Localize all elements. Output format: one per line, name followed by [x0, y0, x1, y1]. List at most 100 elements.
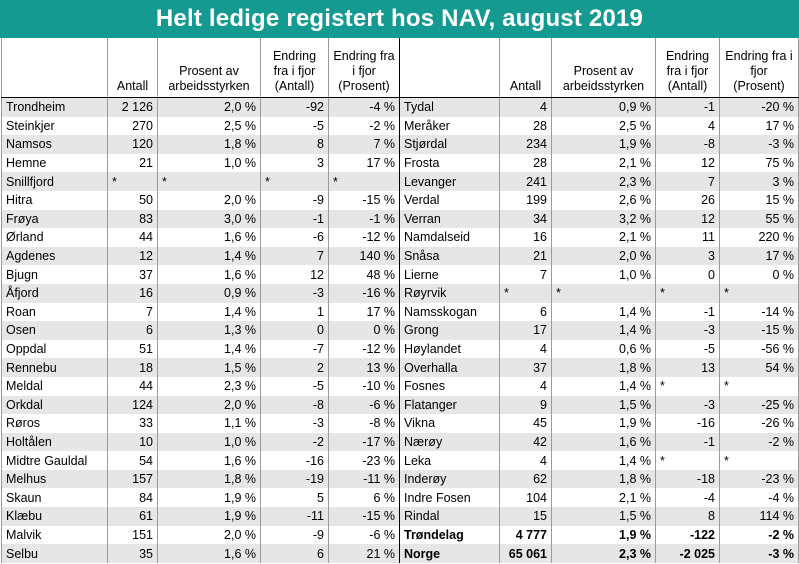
header-endring-prosent-left: Endring fra i fjor (Prosent) [328, 38, 400, 98]
right-antall-cell: 21 [499, 246, 552, 266]
left-prosent-cell: 1,8 % [157, 135, 261, 154]
left-antall-cell: 83 [107, 209, 158, 229]
right-endring-prosent-cell: 15 % [719, 190, 799, 210]
right-name-cell: Høylandet [399, 339, 500, 359]
table-row: Holtålen 10 1,0 % -2 -17 % Nærøy 42 1,6 % -1 -2 % [1, 432, 799, 452]
left-antall-cell: 270 [107, 116, 158, 136]
left-endring-antall-cell: -92 [260, 97, 329, 117]
left-antall-cell: 51 [107, 339, 158, 359]
header-prosent-right: Prosent av arbeidsstyrken [551, 38, 656, 98]
right-prosent-cell: 2,3 % [551, 544, 656, 563]
left-endring-prosent-cell: -15 % [328, 190, 400, 210]
right-endring-antall-cell: 11 [655, 228, 720, 247]
left-name-cell: Melhus [1, 469, 108, 489]
header-prosent-left: Prosent av arbeidsstyrken [157, 38, 261, 98]
right-prosent-cell: 2,1 % [551, 228, 656, 247]
left-prosent-cell: 1,5 % [157, 358, 261, 377]
right-antall-cell: 62 [499, 469, 552, 489]
left-antall-cell: * [107, 172, 158, 191]
left-prosent-cell: 1,1 % [157, 414, 261, 433]
right-prosent-cell: 1,4 % [551, 321, 656, 340]
left-endring-antall-cell: -6 [260, 228, 329, 247]
right-name-cell: Stjørdal [399, 135, 500, 154]
left-prosent-cell: * [157, 172, 261, 191]
left-name-cell: Midtre Gauldal [1, 451, 108, 470]
left-endring-prosent-cell: 0 % [328, 321, 400, 340]
right-name-cell: Inderøy [399, 469, 500, 489]
right-endring-antall-cell: -1 [655, 302, 720, 322]
left-endring-antall-cell: -3 [260, 414, 329, 433]
left-endring-prosent-cell: 140 % [328, 246, 400, 266]
right-name-cell: Leka [399, 451, 500, 470]
left-name-cell: Selbu [1, 544, 108, 563]
right-endring-prosent-cell: -20 % [719, 97, 799, 117]
right-name-cell: Indre Fosen [399, 488, 500, 508]
right-antall-cell: 17 [499, 321, 552, 340]
right-endring-antall-cell: 26 [655, 190, 720, 210]
header-name-right [399, 38, 500, 98]
table-row: Namsos 120 1,8 % 8 7 % Stjørdal 234 1,9 % -8 -3 % [1, 135, 799, 154]
table-row: Midtre Gauldal 54 1,6 % -16 -23 % Leka 4 1,4 % *… [1, 451, 799, 470]
left-antall-cell: 44 [107, 376, 158, 396]
left-prosent-cell: 1,4 % [157, 339, 261, 359]
right-prosent-cell: 0,6 % [551, 339, 656, 359]
left-prosent-cell: 1,0 % [157, 153, 261, 173]
right-antall-cell: 16 [499, 228, 552, 247]
left-antall-cell: 151 [107, 525, 158, 545]
left-prosent-cell: 1,6 % [157, 544, 261, 563]
table-row: Orkdal 124 2,0 % -8 -6 % Flatanger 9 1,5 % -3 -25… [1, 395, 799, 415]
right-name-cell: Nærøy [399, 432, 500, 452]
table-row: Ørland 44 1,6 % -6 -12 % Namdalseid 16 2,1 % 11 2… [1, 228, 799, 247]
right-antall-cell: 4 [499, 451, 552, 470]
right-prosent-cell: 3,2 % [551, 209, 656, 229]
left-antall-cell: 2 126 [107, 97, 158, 117]
right-endring-antall-cell: -5 [655, 339, 720, 359]
right-antall-cell: 6 [499, 302, 552, 322]
left-endring-prosent-cell: 48 % [328, 265, 400, 284]
right-name-cell: Verdal [399, 190, 500, 210]
left-endring-prosent-cell: -10 % [328, 376, 400, 396]
left-antall-cell: 61 [107, 507, 158, 526]
left-endring-prosent-cell: -4 % [328, 97, 400, 117]
right-name-cell: Snåsa [399, 246, 500, 266]
left-name-cell: Agdenes [1, 246, 108, 266]
right-endring-prosent-cell: -2 % [719, 525, 799, 545]
header-endring-antall-right: Endring fra i fjor (Antall) [655, 38, 720, 98]
right-antall-cell: 4 [499, 339, 552, 359]
right-endring-prosent-cell: 17 % [719, 246, 799, 266]
table-row: Snillfjord * * * * Levanger 241 2,3 % 7 3 % [1, 172, 799, 191]
left-name-cell: Hitra [1, 190, 108, 210]
left-antall-cell: 7 [107, 302, 158, 322]
left-endring-prosent-cell: 6 % [328, 488, 400, 508]
right-endring-antall-cell: 0 [655, 265, 720, 284]
left-name-cell: Oppdal [1, 339, 108, 359]
page-title: Helt ledige registert hos NAV, august 20… [0, 0, 799, 38]
right-antall-cell: 241 [499, 172, 552, 191]
left-endring-prosent-cell: -8 % [328, 414, 400, 433]
left-antall-cell: 35 [107, 544, 158, 563]
left-name-cell: Snillfjord [1, 172, 108, 191]
right-endring-prosent-cell: -4 % [719, 488, 799, 508]
left-endring-prosent-cell: -6 % [328, 395, 400, 415]
right-endring-prosent-cell: -23 % [719, 469, 799, 489]
table-row: Bjugn 37 1,6 % 12 48 % Lierne 7 1,0 % 0 0 % [1, 265, 799, 284]
right-endring-prosent-cell: 114 % [719, 507, 799, 526]
right-antall-cell: 7 [499, 265, 552, 284]
right-prosent-cell: 1,4 % [551, 302, 656, 322]
right-endring-prosent-cell: 54 % [719, 358, 799, 377]
left-antall-cell: 6 [107, 321, 158, 340]
left-name-cell: Meldal [1, 376, 108, 396]
left-prosent-cell: 2,5 % [157, 116, 261, 136]
right-endring-antall-cell: -16 [655, 414, 720, 433]
right-antall-cell: 104 [499, 488, 552, 508]
left-endring-prosent-cell: -15 % [328, 507, 400, 526]
table-row: Frøya 83 3,0 % -1 -1 % Verran 34 3,2 % 12 55 % [1, 209, 799, 229]
left-endring-prosent-cell: -1 % [328, 209, 400, 229]
left-endring-prosent-cell: -2 % [328, 116, 400, 136]
right-prosent-cell: 1,5 % [551, 507, 656, 526]
right-antall-cell: 4 [499, 376, 552, 396]
left-name-cell: Malvik [1, 525, 108, 545]
left-name-cell: Frøya [1, 209, 108, 229]
right-endring-antall-cell: 12 [655, 209, 720, 229]
right-endring-prosent-cell: 3 % [719, 172, 799, 191]
